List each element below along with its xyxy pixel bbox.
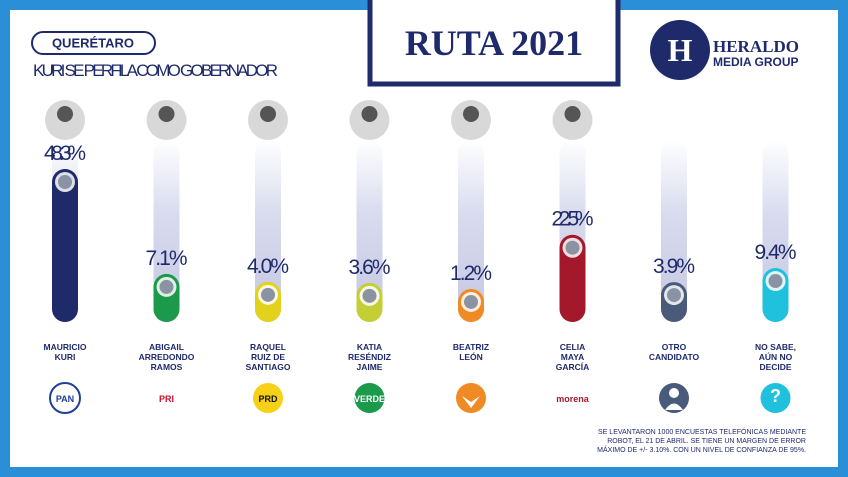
region-pill bbox=[31, 31, 156, 55]
knob-core bbox=[362, 288, 377, 303]
knob-core bbox=[768, 274, 783, 289]
avatar-head bbox=[57, 106, 73, 122]
value-label: 22.5% bbox=[552, 208, 594, 231]
mc-bird bbox=[462, 396, 480, 408]
bar-track bbox=[458, 140, 484, 322]
knob-core bbox=[667, 288, 681, 303]
knob-core bbox=[58, 175, 72, 189]
category-label: KATIA RESÉNDIZ JAIME bbox=[348, 342, 391, 372]
category-label: ABIGAIL ARREDONDO RAMOS bbox=[138, 342, 195, 372]
knob-core bbox=[261, 287, 275, 302]
party-label: PRD bbox=[258, 394, 278, 404]
party-label: PRI bbox=[159, 394, 174, 404]
avatar-head bbox=[463, 106, 479, 122]
logo-box bbox=[367, 0, 621, 87]
value-label: 3.6% bbox=[349, 256, 391, 279]
avatar-head bbox=[260, 106, 276, 122]
chart-title: KURI SE PERFILA COMO GOBERNADOR bbox=[33, 61, 278, 80]
value-label: 7.1% bbox=[146, 247, 188, 270]
bar-track bbox=[255, 140, 281, 322]
category-label: BEATRIZ LEÓN bbox=[452, 342, 490, 362]
category-label: OTRO CANDIDATO bbox=[648, 342, 700, 362]
bar-track bbox=[356, 140, 383, 322]
value-label: 3.9% bbox=[653, 255, 695, 278]
party-logo bbox=[760, 383, 791, 413]
region: QUERÉTARO bbox=[52, 35, 134, 50]
category-label: MAURICIO KURI bbox=[43, 342, 87, 362]
party-logo bbox=[557, 383, 588, 413]
party-label: VERDE bbox=[354, 394, 385, 404]
value-label: 9.4% bbox=[755, 241, 797, 264]
knob-core bbox=[565, 240, 580, 255]
knob-core bbox=[159, 279, 174, 294]
category-label: CELIA MAYA GARCÍA bbox=[555, 342, 590, 372]
person-head bbox=[669, 388, 679, 398]
party-label: morena bbox=[556, 394, 590, 404]
party-logo bbox=[253, 383, 283, 413]
party-logo bbox=[354, 383, 385, 413]
value-label: 4.0% bbox=[247, 255, 289, 278]
category-label: NO SABE, AÚN NO DECIDE bbox=[754, 342, 797, 372]
logo: RUTA 2021 bbox=[405, 23, 583, 63]
avatar-head bbox=[361, 106, 378, 122]
bar bbox=[559, 234, 586, 322]
party-label: PAN bbox=[56, 394, 74, 404]
value-label: 1.2% bbox=[450, 262, 492, 285]
bar bbox=[52, 169, 78, 322]
category-label: RAQUEL RUIZ DE SANTIAGO bbox=[245, 342, 291, 372]
avatar-head bbox=[158, 106, 175, 122]
knob-core bbox=[464, 294, 478, 309]
brand-icon-letter: H bbox=[668, 32, 693, 68]
brand: HERALDO bbox=[713, 37, 799, 56]
brand-sub: MEDIA GROUP bbox=[713, 55, 799, 69]
bar-track bbox=[661, 140, 687, 322]
brand-icon bbox=[650, 20, 710, 80]
value-label: 48.3% bbox=[44, 142, 86, 165]
party-label: ? bbox=[770, 386, 781, 406]
avatar-head bbox=[564, 106, 581, 122]
person-body bbox=[665, 403, 683, 410]
party-logo bbox=[151, 383, 182, 413]
party-logo bbox=[49, 382, 81, 414]
footnote: SE LEVANTARON 1000 ENCUESTAS TELEFÓNICAS… bbox=[597, 429, 806, 454]
party-logo bbox=[456, 383, 486, 413]
